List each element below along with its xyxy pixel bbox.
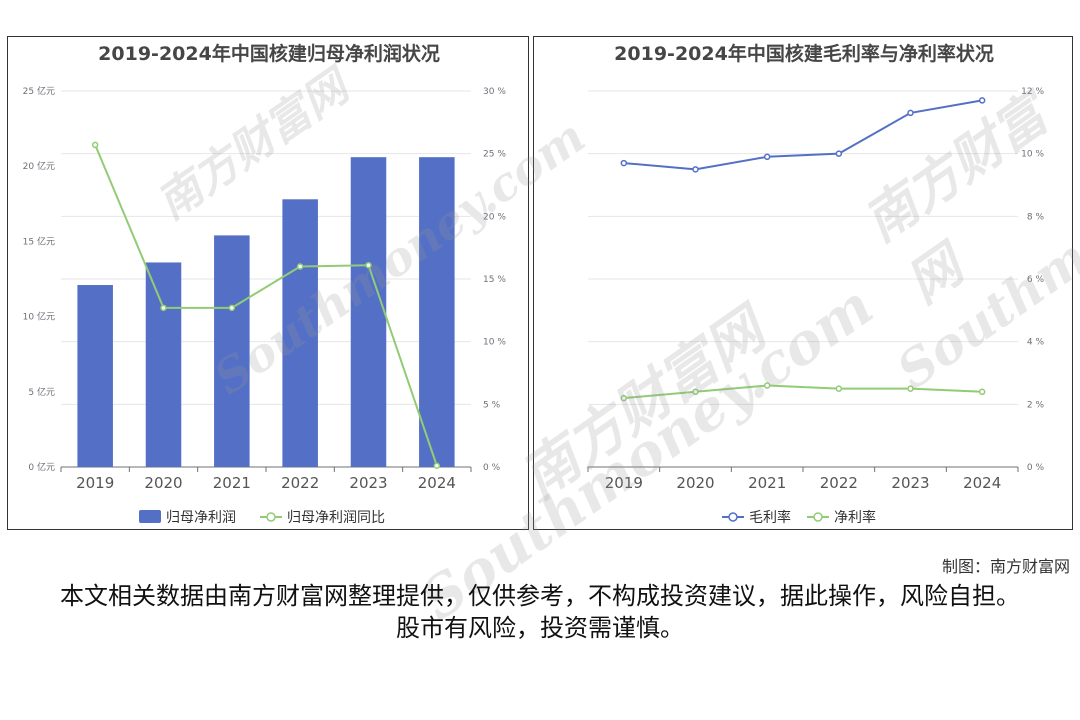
- line-point: [835, 150, 843, 157]
- line-point: [978, 388, 986, 396]
- y-left-tick-label: 0 亿元: [28, 461, 55, 473]
- y-right-tick-label: 12 %: [1021, 87, 1044, 97]
- chart-title: 2019-2024年中国核建归母净利润状况: [98, 42, 440, 65]
- net-profit-chart: 2019-2024年中国核建归母净利润状况 0 % 5 % 10 % 15 % 20 % 2…: [23, 42, 507, 526]
- x-tick-label: 2023: [891, 474, 929, 492]
- x-tick-label: 2019: [605, 474, 643, 492]
- x-tick-label: 2022: [820, 474, 858, 492]
- bar: [145, 262, 182, 467]
- y-right-tick-label: 10 %: [1021, 150, 1044, 160]
- legend-swatch: [266, 512, 276, 522]
- line-point: [620, 159, 628, 167]
- y-right-tick-label: 0 %: [483, 463, 501, 473]
- y-right-tick-label: 6 %: [1027, 275, 1045, 285]
- x-tick-label: 2021: [748, 474, 786, 492]
- y-right-tick-label: 20 %: [483, 212, 506, 222]
- legend-label: 毛利率: [749, 509, 791, 526]
- line-point: [907, 109, 914, 117]
- line-point: [978, 97, 986, 104]
- y-right-tick-label: 2 %: [1027, 400, 1045, 410]
- legend-label: 归母净利润: [166, 509, 236, 526]
- y-left-tick-label: 25 亿元: [23, 85, 55, 97]
- line-point: [763, 153, 771, 161]
- x-tick-label: 2022: [281, 474, 319, 492]
- x-tick-label: 2020: [144, 474, 182, 492]
- line-point: [160, 304, 167, 312]
- margin-chart-panel: 2019-2024年中国核建毛利率与净利率状况 0 % 2 % 4 % 6 % 8 % 10…: [533, 36, 1073, 530]
- legend-label: 归母净利润同比: [287, 509, 385, 526]
- legend-swatch: [728, 512, 738, 522]
- disclaimer-text: 本文相关数据由南方财富网整理提供，仅供参考，不构成投资建议，据此操作，风险自担。…: [60, 582, 1020, 642]
- line-point: [763, 382, 771, 389]
- line-point: [91, 141, 99, 149]
- chart-title: 2019-2024年中国核建毛利率与净利率状况: [614, 42, 994, 65]
- series-line: [623, 384, 983, 400]
- x-tick-label: 2024: [418, 474, 456, 492]
- line-point: [296, 263, 304, 270]
- y-left-tick-label: 5 亿元: [28, 386, 55, 398]
- chart-credit: 制图：南方财富网: [941, 557, 1070, 576]
- margin-chart: 2019-2024年中国核建毛利率与净利率状况 0 % 2 % 4 % 6 % 8 % 10…: [587, 42, 1045, 526]
- y-right-tick-label: 30 %: [483, 87, 506, 97]
- y-right-tick-label: 4 %: [1027, 338, 1045, 348]
- y-right-tick-label: 0 %: [1027, 463, 1045, 473]
- line-point: [692, 166, 699, 173]
- line-point: [692, 388, 699, 396]
- series-line: [623, 99, 983, 171]
- x-tick-label: 2024: [963, 474, 1001, 492]
- legend-swatch: [139, 510, 161, 523]
- legend-label: 净利率: [834, 509, 876, 526]
- series-line: [94, 144, 438, 467]
- y-left-tick-label: 20 亿元: [23, 160, 55, 172]
- x-tick-label: 2020: [676, 474, 714, 492]
- legend-swatch: [813, 512, 823, 522]
- bar: [214, 235, 250, 467]
- y-left-tick-label: 15 亿元: [23, 235, 55, 247]
- y-left-tick-label: 10 亿元: [23, 311, 55, 323]
- line-point: [228, 304, 236, 312]
- x-tick-label: 2021: [213, 474, 251, 492]
- line-point: [365, 261, 372, 269]
- net-profit-chart-panel: 2019-2024年中国核建归母净利润状况 0 % 5 % 10 % 15 % 20 % 2…: [7, 36, 529, 530]
- y-right-tick-label: 10 %: [483, 338, 506, 348]
- line-point: [835, 385, 843, 392]
- bar: [77, 285, 113, 467]
- bar: [419, 157, 455, 467]
- y-right-tick-label: 25 %: [483, 150, 506, 160]
- y-right-tick-label: 5 %: [483, 400, 501, 410]
- line-point: [433, 462, 441, 469]
- x-tick-label: 2019: [76, 474, 114, 492]
- bar: [282, 199, 318, 467]
- line-point: [620, 394, 628, 402]
- y-right-tick-label: 8 %: [1027, 212, 1045, 222]
- line-point: [907, 385, 914, 392]
- bar: [350, 157, 387, 467]
- y-right-tick-label: 15 %: [483, 275, 506, 285]
- x-tick-label: 2023: [349, 474, 387, 492]
